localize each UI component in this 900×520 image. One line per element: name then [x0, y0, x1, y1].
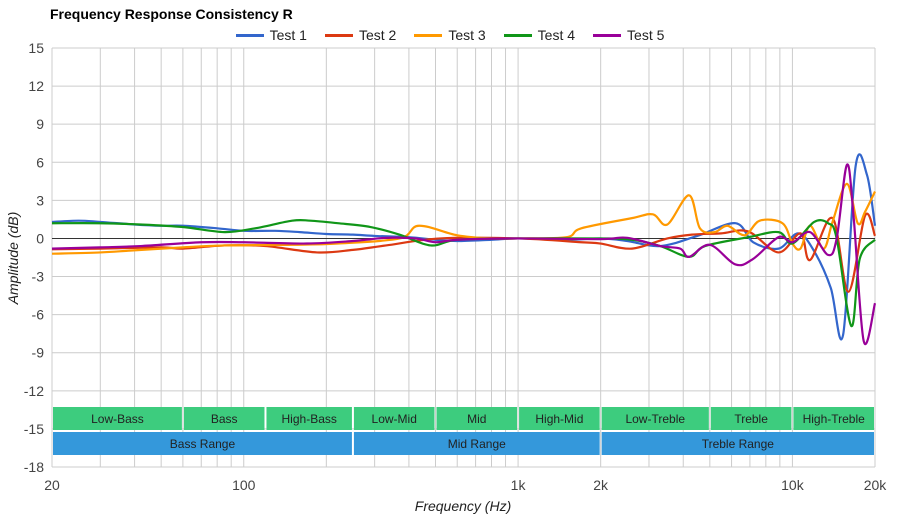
legend-item[interactable]: Test 4	[503, 27, 576, 43]
legend-label: Test 2	[358, 27, 397, 43]
y-tick-label: 0	[36, 230, 44, 246]
range-band-label: Low-Treble	[625, 412, 685, 426]
range-band	[601, 432, 874, 455]
y-tick-label: -15	[24, 421, 44, 437]
y-tick-label: 15	[28, 40, 44, 56]
legend-label: Test 3	[448, 27, 486, 43]
x-tick-label: 1k	[511, 477, 527, 493]
legend-swatch	[414, 33, 443, 37]
y-tick-label: 6	[36, 154, 44, 170]
range-band	[793, 407, 874, 430]
range-band	[353, 432, 600, 455]
x-tick-label: 100	[232, 477, 256, 493]
range-band-label: Mid	[467, 412, 486, 426]
range-band-label: Mid Range	[448, 437, 506, 451]
range-band	[266, 407, 352, 430]
y-tick-label: -6	[32, 307, 45, 323]
legend-item[interactable]: Test 5	[593, 27, 664, 43]
y-tick-label: -3	[32, 269, 45, 285]
x-tick-label: 20	[44, 477, 60, 493]
y-axis-label: Amplitude (dB)	[5, 212, 21, 306]
series-line-test-5	[51, 163, 877, 346]
range-band	[53, 432, 352, 455]
legend-swatch	[235, 33, 264, 37]
legend-item[interactable]: Test 1	[235, 27, 307, 43]
y-tick-label: 3	[36, 192, 44, 208]
legend-label: Test 4	[537, 27, 576, 43]
range-band	[353, 407, 435, 430]
range-band	[436, 407, 518, 430]
legend-swatch	[593, 33, 622, 37]
range-band-label: Bass	[211, 412, 238, 426]
y-tick-label: 12	[28, 78, 44, 94]
legend-item[interactable]: Test 3	[414, 27, 486, 43]
range-band-label: Bass Range	[170, 437, 236, 451]
legend: Test 1 Test 2 Test 3 Test 4 Test 5	[0, 27, 900, 43]
range-band-label: Low-Mid	[372, 412, 417, 426]
range-band-label: Treble Range	[702, 437, 775, 451]
legend-label: Test 1	[269, 27, 307, 43]
range-band	[519, 407, 600, 430]
y-tick-label: -12	[24, 383, 44, 399]
range-band	[53, 407, 182, 430]
range-band-label: High-Treble	[803, 412, 866, 426]
range-band-label: High-Mid	[535, 412, 583, 426]
range-band	[601, 407, 709, 430]
chart-title: Frequency Response Consistency R	[50, 6, 293, 22]
range-band	[710, 407, 792, 430]
range-band-label: High-Bass	[282, 412, 337, 426]
x-tick-label: 10k	[781, 477, 805, 493]
y-tick-label: -18	[24, 459, 44, 475]
legend-swatch	[324, 33, 353, 37]
x-tick-label: 20k	[864, 477, 888, 493]
y-tick-label: -9	[32, 345, 45, 361]
y-tick-label: 9	[36, 116, 44, 132]
range-band-label: Treble	[734, 412, 768, 426]
legend-swatch	[503, 33, 532, 37]
range-band-label: Low-Bass	[91, 412, 144, 426]
x-tick-label: 2k	[593, 477, 609, 493]
legend-label: Test 5	[627, 27, 665, 43]
range-band	[183, 407, 265, 430]
x-axis-label: Frequency (Hz)	[415, 498, 511, 514]
legend-item[interactable]: Test 2	[324, 27, 397, 43]
